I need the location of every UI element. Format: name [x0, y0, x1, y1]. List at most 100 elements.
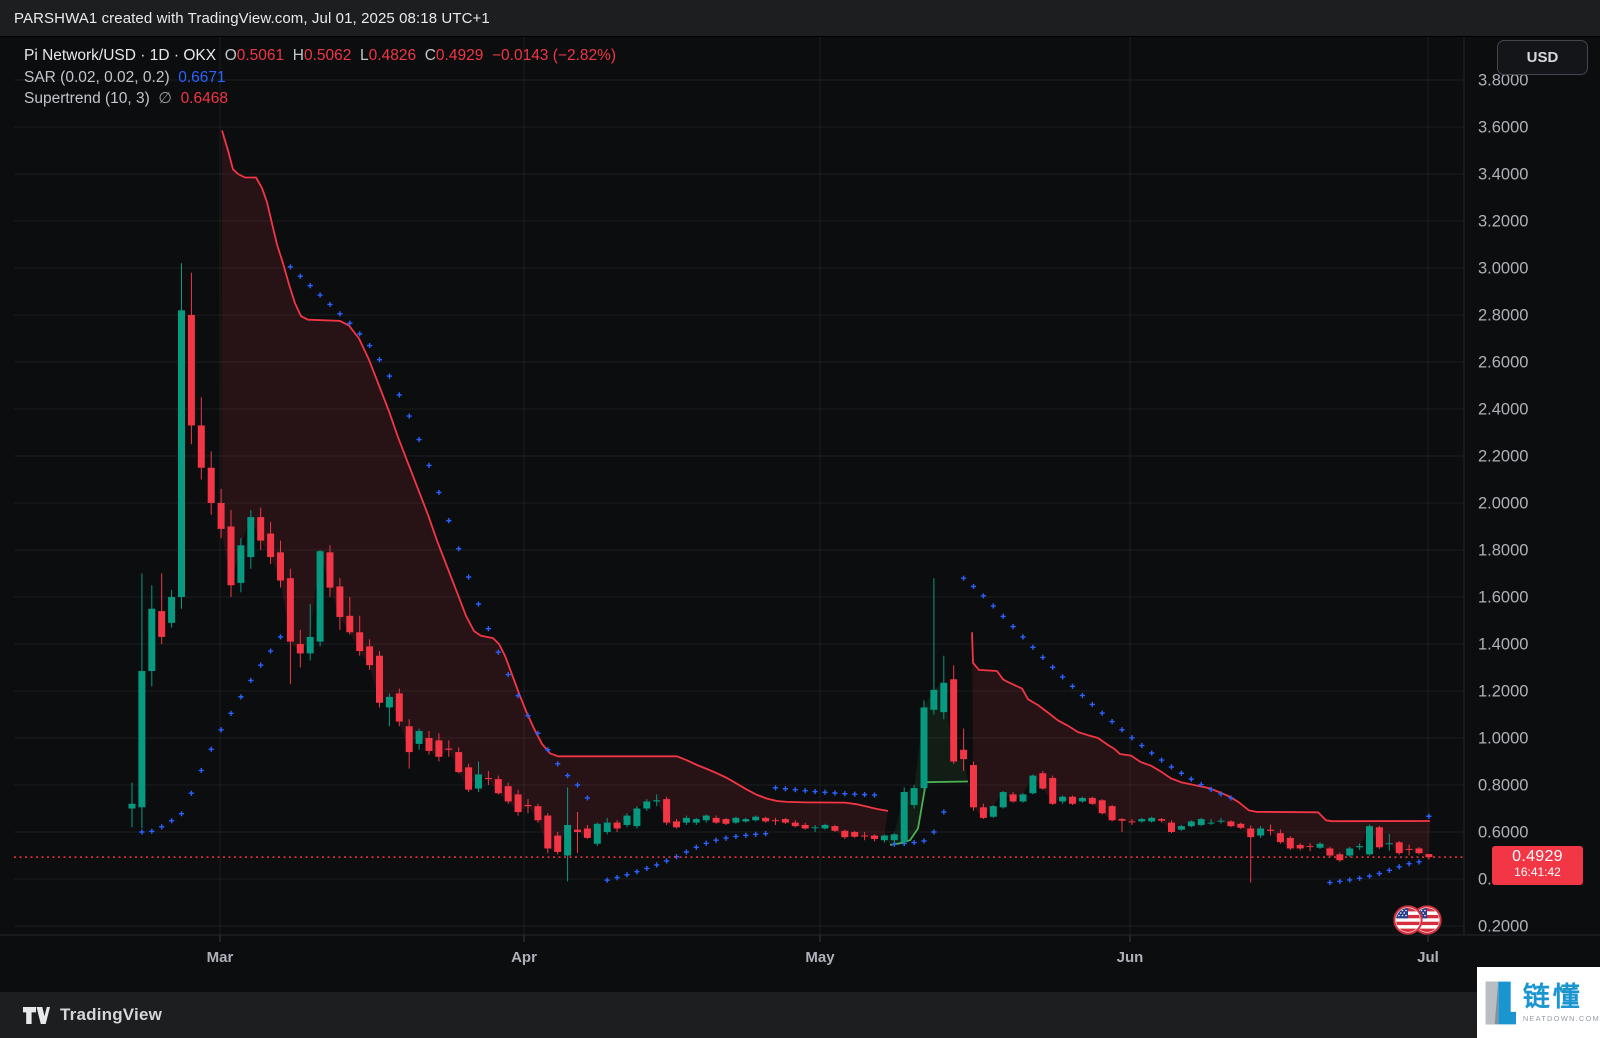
candle-body — [178, 310, 185, 597]
tradingview-logo-icon[interactable] — [22, 1006, 50, 1025]
sar-dot — [1010, 624, 1016, 630]
candle-body — [663, 799, 671, 823]
sar-dot — [792, 787, 798, 793]
sar-dot — [852, 791, 858, 797]
sar-dot — [743, 832, 749, 838]
sar-dot — [178, 811, 185, 817]
candle-body — [762, 817, 770, 822]
supertrend-label: Supertrend (10, 3) — [24, 90, 150, 107]
sar-dot — [287, 264, 293, 270]
sar-dot — [555, 761, 561, 767]
candle-body — [682, 817, 690, 823]
legend-supertrend-row[interactable]: Supertrend (10, 3) ∅ 0.6468 — [24, 88, 616, 110]
header-title: PARSHWA1 created with TradingView.com, J… — [14, 9, 490, 27]
legend-symbol-row[interactable]: Pi Network/USD · 1D · OKX O0.5061 H0.506… — [24, 45, 616, 67]
low-value: 0.4826 — [368, 47, 417, 64]
sar-dot — [1159, 757, 1165, 763]
sar-dot — [683, 849, 689, 855]
candle-body — [168, 597, 176, 623]
sar-dot — [218, 727, 224, 733]
candle-body — [138, 671, 146, 808]
candle-body — [702, 815, 710, 821]
candle-body — [217, 503, 225, 529]
candle-body — [732, 817, 740, 823]
sar-dot — [970, 583, 977, 590]
candle-body — [811, 827, 819, 829]
candle-body — [296, 644, 304, 654]
sar-dot — [1139, 742, 1145, 749]
candle-body — [148, 608, 156, 672]
candle-body — [940, 682, 948, 713]
sar-value: 0.6671 — [178, 68, 226, 86]
sar-dot — [1060, 674, 1066, 680]
candle-body — [970, 765, 977, 808]
candle-body — [1267, 829, 1274, 831]
candle-body — [653, 800, 661, 802]
sar-dot — [1188, 776, 1194, 782]
candle-body — [356, 632, 364, 652]
candle-body — [880, 835, 888, 841]
candle-body — [1148, 817, 1156, 822]
candle-body — [999, 792, 1007, 808]
candle-body — [1356, 846, 1364, 848]
sar-dot — [1337, 878, 1343, 884]
candle-body — [989, 806, 997, 817]
currency-toggle-button[interactable]: USD — [1497, 40, 1588, 75]
candle-body — [1138, 819, 1146, 822]
sar-dot — [268, 648, 274, 654]
candle-body — [405, 726, 413, 753]
sar-dot — [931, 829, 937, 835]
last-price-value: 0.4929 — [1512, 848, 1563, 865]
legend-sar-row[interactable]: SAR (0.02, 0.02, 0.2) 0.6671 — [24, 67, 616, 89]
sar-dot — [1426, 813, 1432, 819]
candle-body — [128, 803, 136, 809]
candle-body — [1029, 775, 1037, 794]
sar-dot — [763, 831, 769, 837]
sar-dot — [1000, 613, 1006, 619]
time-axis-label: Mar — [207, 949, 234, 966]
candle-body — [277, 552, 284, 581]
candle-body — [920, 707, 928, 789]
candle-body — [1168, 822, 1175, 832]
sar-dot — [1129, 735, 1135, 741]
sar-dot — [466, 574, 472, 580]
candle-body — [306, 636, 314, 654]
candle-body — [1375, 827, 1383, 848]
candle-body — [257, 517, 265, 541]
supertrend-fill — [884, 682, 974, 845]
symbol-title: Pi Network/USD · 1D · OKX — [24, 47, 217, 64]
supertrend-line — [221, 130, 889, 812]
candle-body — [227, 526, 235, 586]
sar-dot — [327, 301, 333, 308]
candle-body — [1078, 797, 1086, 802]
sar-dot — [505, 671, 511, 678]
sar-dot — [693, 844, 699, 850]
candle-body — [712, 817, 720, 823]
candle-body — [544, 815, 552, 849]
change-value: −0.0143 (−2.82%) — [491, 47, 617, 64]
sar-dot — [1040, 654, 1046, 660]
candle-body — [1326, 848, 1334, 856]
sar-dot — [337, 311, 343, 317]
candle-body — [207, 467, 215, 503]
candle-body — [385, 696, 393, 708]
candle-body — [1296, 844, 1304, 849]
sar-dot — [1366, 873, 1373, 879]
price-axis-label: 3.0000 — [1478, 260, 1528, 278]
tradingview-brand-label[interactable]: TradingView — [60, 1005, 163, 1024]
last-price-badge[interactable]: 0.4929 16:41:42 — [1492, 846, 1583, 885]
sar-dot — [1198, 781, 1204, 788]
candle-body — [1069, 796, 1076, 804]
candle-body — [1405, 848, 1413, 850]
candle-body — [395, 693, 403, 722]
sar-dot — [1089, 701, 1095, 707]
sar-dot — [703, 840, 709, 846]
candle-body — [851, 832, 859, 837]
candle-body — [1019, 794, 1027, 802]
candle-body — [950, 679, 958, 762]
sar-dot — [446, 518, 452, 524]
price-axis-label: 3.2000 — [1478, 213, 1528, 231]
candle-body — [514, 794, 522, 813]
sar-dot — [1050, 664, 1056, 670]
